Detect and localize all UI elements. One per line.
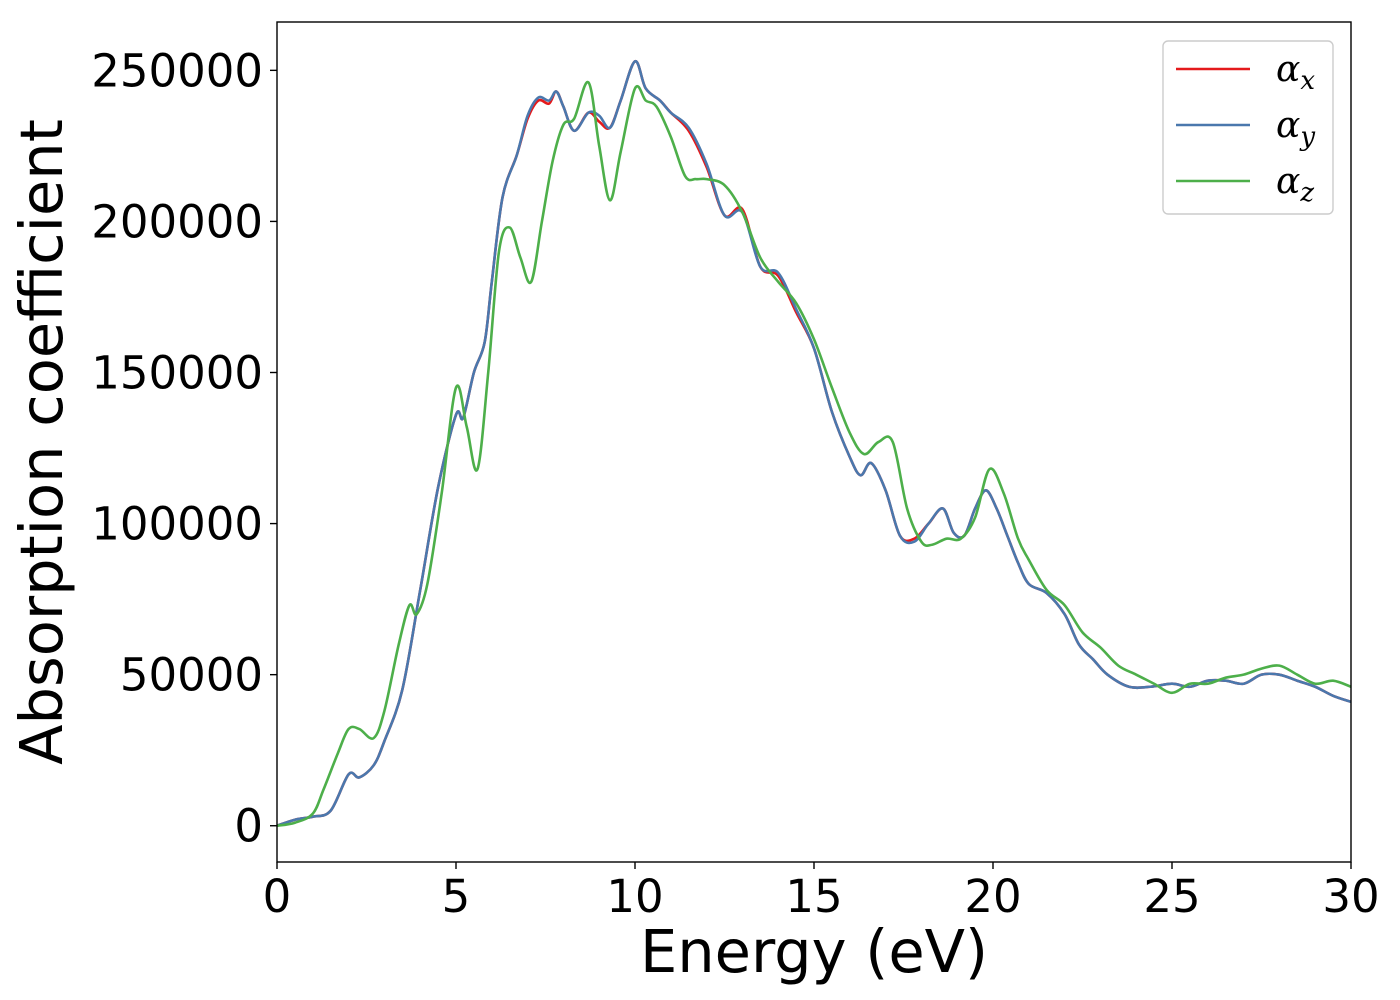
y-tick-label: 150000 <box>91 347 263 400</box>
x-axis-ticks: 0 5 10 15 20 25 30 <box>263 862 1380 923</box>
legend-label-alpha-y: αy <box>1276 105 1315 152</box>
y-tick-label: 0 <box>234 800 263 853</box>
y-tick-label: 250000 <box>91 44 263 97</box>
x-tick-label: 25 <box>1143 870 1200 923</box>
x-tick-label: 30 <box>1322 870 1379 923</box>
x-tick-label: 15 <box>785 870 842 923</box>
series-line-alpha-z <box>277 81 1351 828</box>
legend-subscript: z <box>1299 178 1314 208</box>
series-line-alpha-y <box>277 59 1351 828</box>
legend-symbol: α <box>1276 105 1300 146</box>
y-axis-title: Absorption coefficient <box>7 119 76 765</box>
x-tick-label: 5 <box>442 870 471 923</box>
legend-frame <box>1162 40 1334 215</box>
legend-subscript: y <box>1299 122 1315 152</box>
legend-label-alpha-z: αz <box>1276 161 1314 208</box>
y-tick-label: 50000 <box>120 649 263 702</box>
x-axis-title: Energy (eV) <box>640 917 988 986</box>
x-tick-label: 10 <box>606 870 663 923</box>
legend-symbol: α <box>1276 49 1300 90</box>
legend-subscript: x <box>1300 66 1315 96</box>
x-tick-label: 20 <box>964 870 1021 923</box>
legend-label-alpha-x: αx <box>1276 49 1315 96</box>
y-axis-ticks: 0 50000 100000 150000 200000 250000 <box>91 44 277 853</box>
x-tick-label: 0 <box>263 870 292 923</box>
y-tick-label: 100000 <box>91 498 263 551</box>
legend-symbol: α <box>1276 161 1300 202</box>
y-tick-label: 200000 <box>91 195 263 248</box>
